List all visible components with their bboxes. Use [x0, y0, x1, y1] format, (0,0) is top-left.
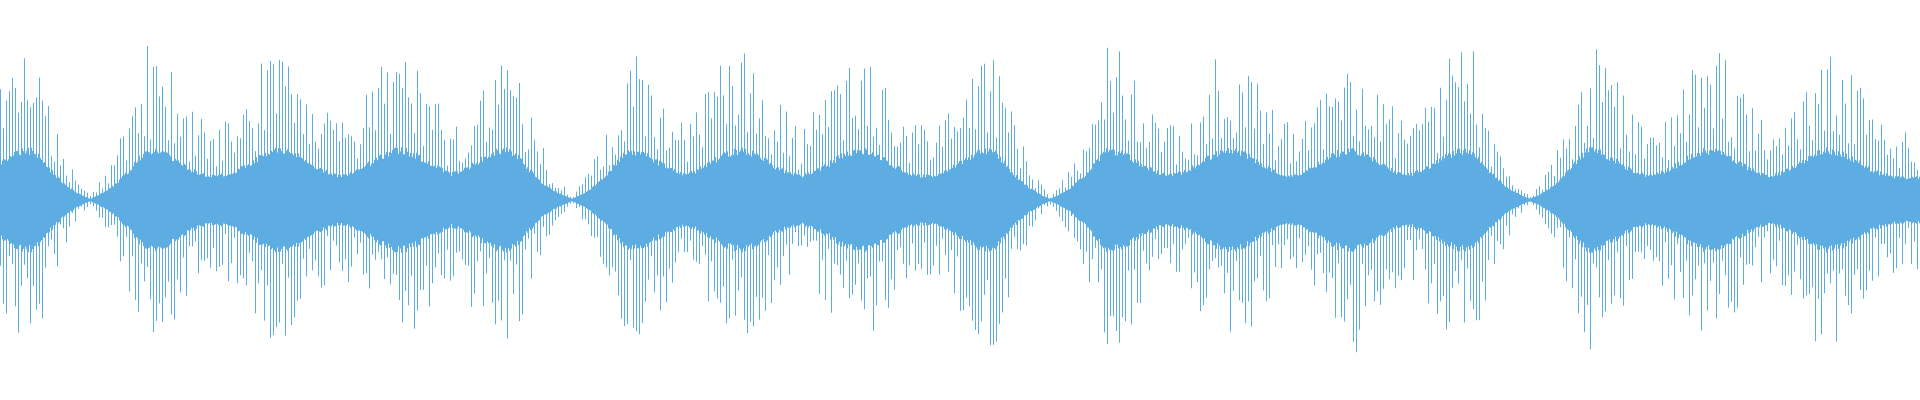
- waveform-core: [0, 147, 1920, 253]
